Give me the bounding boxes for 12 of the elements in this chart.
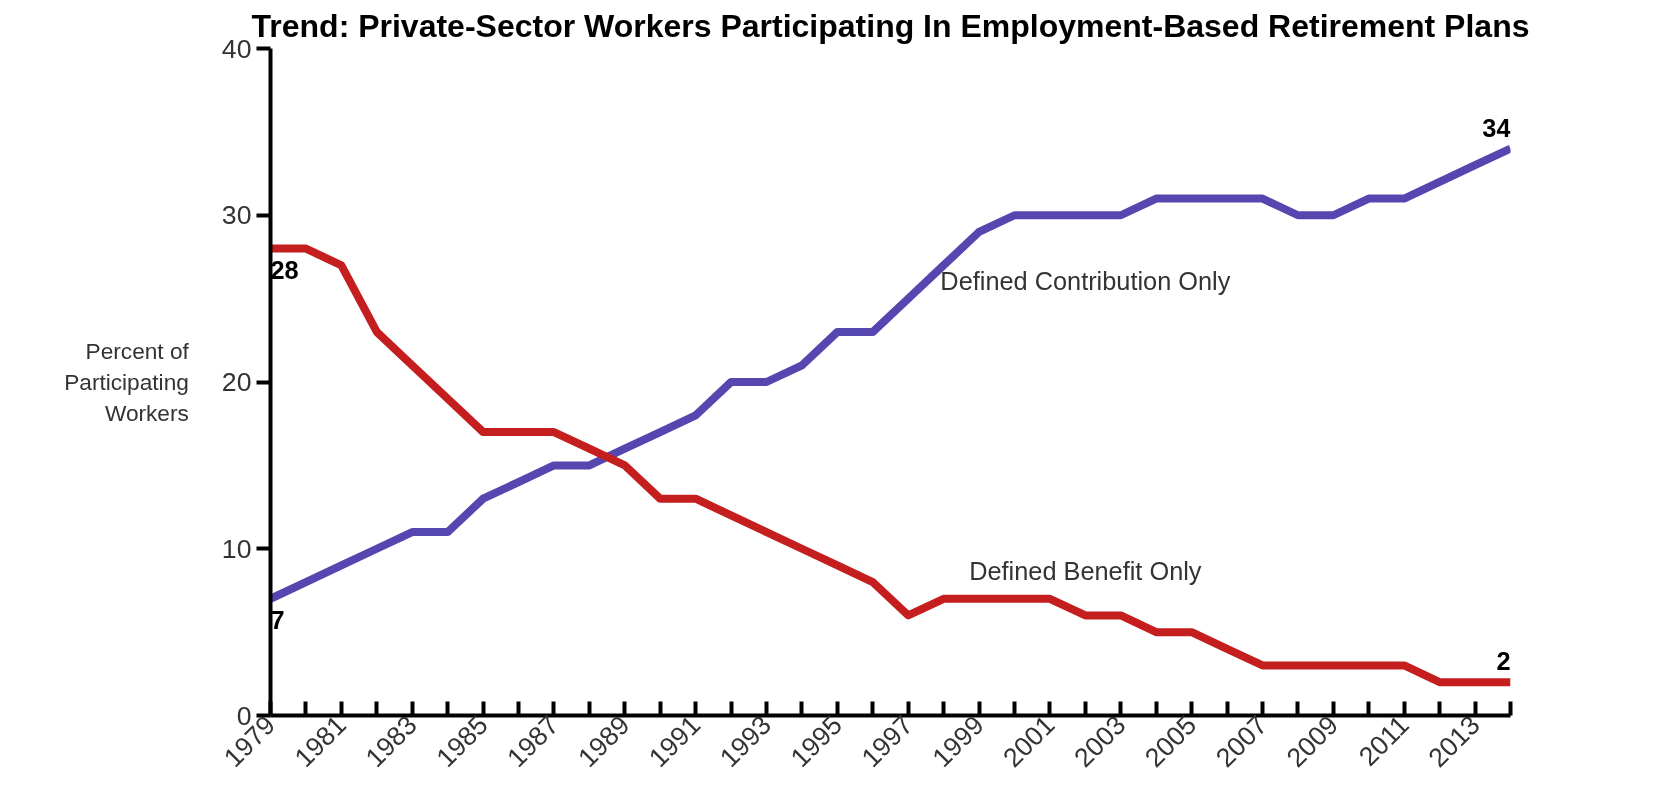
y-tick-label: 10 — [221, 533, 252, 564]
series-label: Defined Benefit Only — [969, 557, 1202, 586]
y-tick-label: 40 — [221, 33, 252, 64]
series-label: Defined Contribution Only — [940, 267, 1231, 296]
chart-title: Trend: Private-Sector Workers Participating In Employment-Based Retirement Plans — [251, 7, 1530, 44]
data-label: 2 — [1496, 647, 1511, 676]
y-tick-label: 30 — [221, 200, 252, 231]
data-label: 7 — [270, 605, 285, 634]
y-axis-title: Percent of Participating Workers — [64, 337, 190, 427]
data-label: 28 — [270, 255, 299, 284]
data-label: 34 — [1482, 113, 1511, 142]
y-tick-label: 20 — [221, 367, 252, 397]
